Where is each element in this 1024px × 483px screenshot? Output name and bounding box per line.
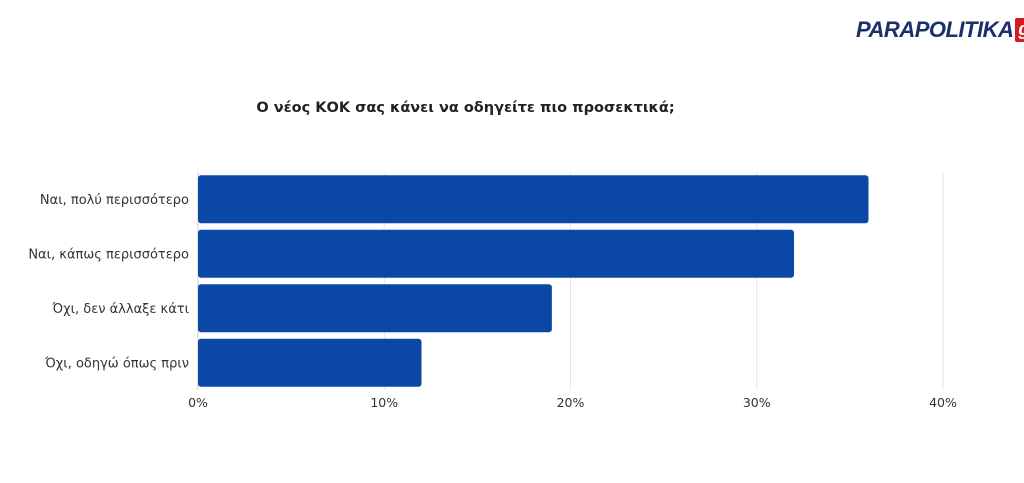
x-tick-label: 40% [929, 395, 957, 410]
category-labels: Ναι, πολύ περισσότερο Ναι, κάπως περισσότ… [28, 193, 189, 372]
category-label: Ναι, κάπως περισσότερο [28, 247, 189, 262]
chart-title: Ο νέος ΚΟΚ σας κάνει να οδηγείτε πιο προ… [256, 100, 675, 116]
bar [198, 229, 794, 278]
bar [198, 338, 422, 387]
logo-wordmark: PARAPOLITIKA [856, 17, 1014, 42]
category-label: Όχι, οδηγώ όπως πριν [44, 356, 189, 371]
x-axis-ticks: 0% 10% 20% 30% 40% [188, 395, 957, 410]
parapolitika-logo: PARAPOLITIKA gr [856, 16, 1024, 44]
logo-badge-gr: gr [1015, 18, 1024, 42]
x-tick-label: 10% [370, 395, 398, 410]
x-tick-label: 30% [743, 395, 771, 410]
x-tick-label: 0% [188, 395, 208, 410]
bar [198, 175, 869, 224]
bar-layer [198, 175, 869, 387]
x-tick-label: 20% [557, 395, 585, 410]
category-label: Ναι, πολύ περισσότερο [40, 193, 189, 208]
bar [198, 284, 552, 333]
category-label: Όχι, δεν άλλαξε κάτι [52, 302, 190, 317]
